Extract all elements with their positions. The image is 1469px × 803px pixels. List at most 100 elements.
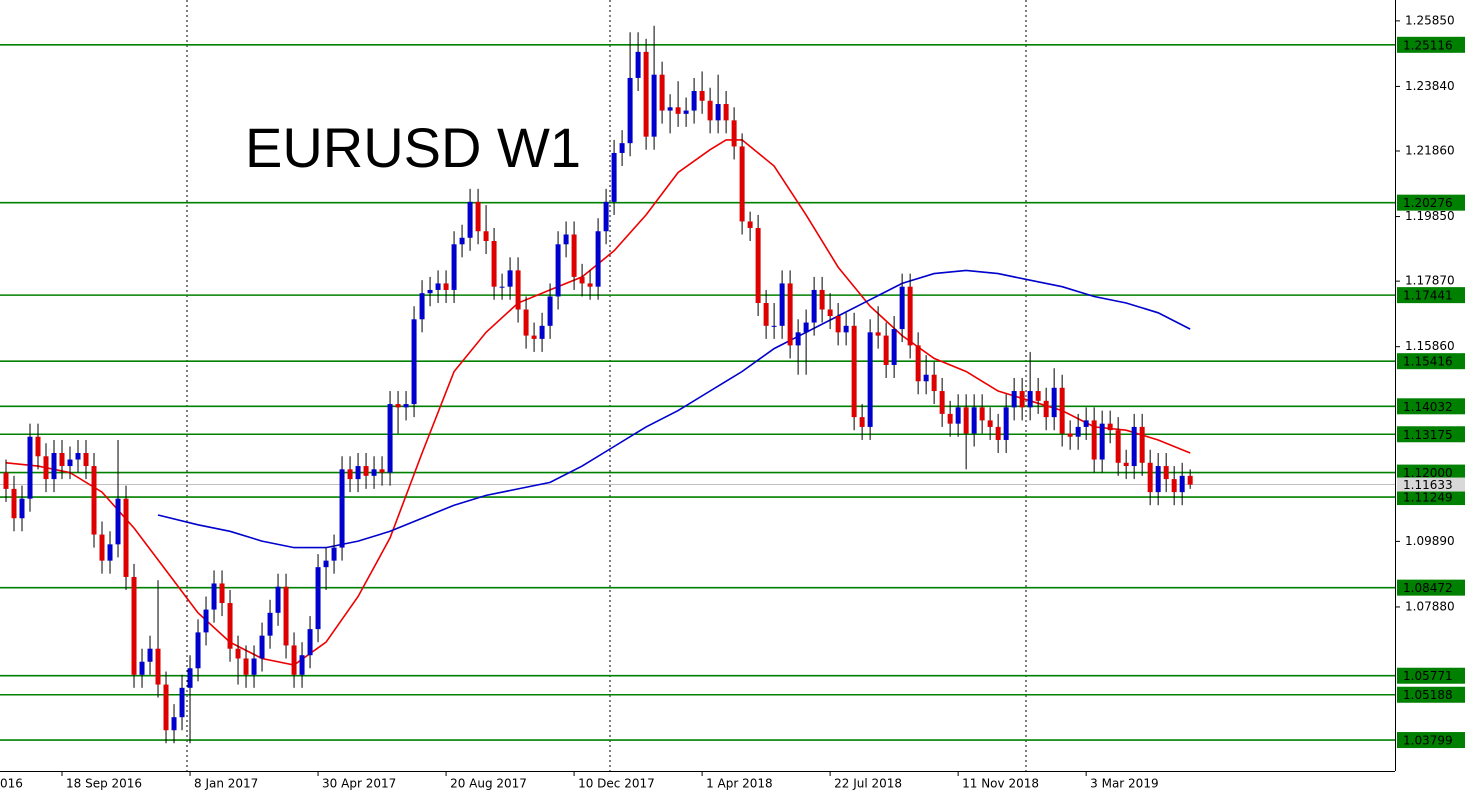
candle-body <box>1171 479 1177 493</box>
candle-body <box>987 420 993 427</box>
candle-body <box>867 332 873 427</box>
candle-body <box>755 227 761 303</box>
level-label-box <box>1397 353 1465 370</box>
candle-body <box>995 426 1001 440</box>
level-label-box <box>1397 194 1465 211</box>
candle-body <box>1123 462 1129 467</box>
candle-body <box>379 469 385 473</box>
candle-body <box>331 547 337 561</box>
level-label-box <box>1397 36 1465 53</box>
candle-body <box>443 283 449 290</box>
candle-body <box>323 560 329 568</box>
axes: 1.25850 1.23840 1.21860 1.19850 1.17870 1.158… <box>0 13 1465 791</box>
candle-body <box>11 488 17 519</box>
x-tick-label: 20 Aug 2017 <box>450 777 527 791</box>
candle-body <box>851 325 857 418</box>
candle-body <box>315 567 321 630</box>
candle-body <box>883 335 889 365</box>
candle-body <box>747 221 753 228</box>
moving-average-line <box>5 139 1191 666</box>
candle-body <box>27 436 33 499</box>
candle-body <box>523 309 529 336</box>
candle-body <box>1035 391 1041 401</box>
level-label: 1.14032 <box>1403 400 1453 414</box>
candle-body <box>827 309 833 317</box>
level-label: 1.12000 <box>1403 466 1453 480</box>
candle-body <box>59 453 65 467</box>
y-tick-label: 1.07880 <box>1405 599 1455 613</box>
candle-body <box>251 658 257 675</box>
candle-body <box>1131 426 1137 467</box>
candle-body <box>859 417 865 427</box>
candle-body <box>1011 391 1017 408</box>
candle-body <box>539 325 545 339</box>
level-label-box <box>1397 287 1465 304</box>
candle-body <box>203 609 209 633</box>
candle-body <box>619 143 625 153</box>
candle-body <box>43 456 49 480</box>
candle-body <box>635 51 641 78</box>
level-label-box <box>1397 398 1465 415</box>
candle-body <box>843 325 849 333</box>
moving-average-line <box>157 269 1191 549</box>
candle-body <box>659 74 665 111</box>
candle-body <box>1027 391 1033 408</box>
candle-body <box>163 684 169 731</box>
y-tick-label: 1.17870 <box>1405 274 1455 288</box>
candle-body <box>1115 430 1121 463</box>
candle-body <box>979 407 985 421</box>
candle-body <box>339 469 345 548</box>
candle-body <box>491 241 497 287</box>
candle-body <box>291 645 297 675</box>
candle-body <box>243 658 249 675</box>
candle-body <box>67 459 73 467</box>
candle-body <box>731 120 737 147</box>
candle-body <box>139 661 145 675</box>
candle-body <box>715 104 721 121</box>
candle-body <box>19 498 25 519</box>
candle-body <box>587 283 593 287</box>
candle-body <box>259 635 265 659</box>
candle-body <box>1019 391 1025 408</box>
candle-body <box>195 632 201 669</box>
candle-body <box>155 648 161 685</box>
candle-body <box>643 51 649 137</box>
candle-body <box>811 289 817 323</box>
candle-body <box>1187 475 1193 485</box>
candle-body <box>603 201 609 232</box>
level-label-box <box>1397 732 1465 749</box>
level-label: 1.08472 <box>1403 581 1453 595</box>
candle-body <box>963 407 969 434</box>
candle-body <box>763 302 769 326</box>
candle-body <box>971 407 977 434</box>
level-label-box <box>1397 489 1465 506</box>
candle-body <box>1059 387 1065 434</box>
candle-body <box>699 90 705 101</box>
y-tick-label: 1.19850 <box>1405 209 1455 223</box>
candle-body <box>387 404 393 473</box>
candle-body <box>795 332 801 346</box>
candle-body <box>99 534 105 561</box>
level-label: 1.03799 <box>1403 734 1453 748</box>
level-label: 1.25116 <box>1403 38 1453 52</box>
candle-body <box>803 322 809 333</box>
candle-body <box>411 319 417 405</box>
level-label: 1.20276 <box>1403 196 1453 210</box>
candle-body <box>515 270 521 310</box>
candle-body <box>579 276 585 284</box>
candle-body <box>171 717 177 731</box>
candle-body <box>915 345 921 382</box>
candle-body <box>707 100 713 121</box>
candle-body <box>1179 475 1185 493</box>
candle-body <box>467 201 473 238</box>
candle-body <box>435 283 441 290</box>
level-label: 1.05188 <box>1403 688 1453 702</box>
candle-body <box>131 576 137 675</box>
level-label-box <box>1397 686 1465 703</box>
candle-body <box>739 146 745 222</box>
candle-body <box>771 325 777 327</box>
y-tick-label: 1.21860 <box>1405 144 1455 158</box>
candle-body <box>35 436 41 457</box>
candle-body <box>179 687 185 718</box>
x-tick-label: 10 Dec 2017 <box>578 777 655 791</box>
